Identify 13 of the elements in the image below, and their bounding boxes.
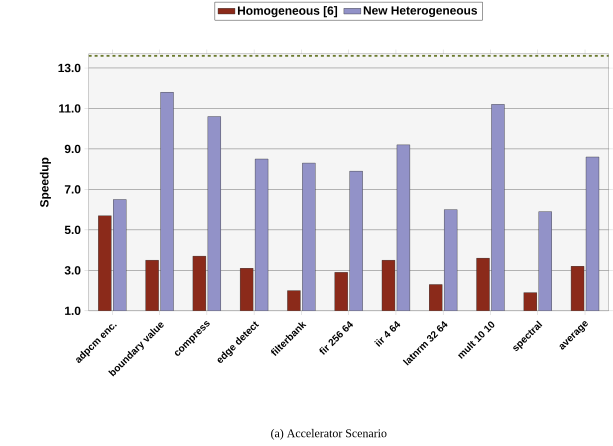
- legend-label: Homogeneous [6]: [238, 6, 338, 18]
- y-tick-label: 11.0: [59, 104, 80, 112]
- x-tick-label: iir 4 64: [374, 320, 400, 347]
- y-tick-label: 13.0: [58, 64, 80, 72]
- x-tick-label: fir 256 64: [319, 320, 354, 355]
- y-tick-label: 9.0: [64, 144, 80, 153]
- y-tick-label: 3.0: [64, 266, 80, 274]
- text: (a) Accelerator Scenario: [271, 428, 386, 440]
- y-tick-label: 5.0: [64, 226, 80, 234]
- y-tick-label: 7.0: [64, 185, 80, 194]
- y-axis-title: Speedup: [40, 157, 51, 207]
- y-tick-label: 1.0: [65, 306, 80, 315]
- legend-label: New Heterogeneous: [364, 6, 478, 17]
